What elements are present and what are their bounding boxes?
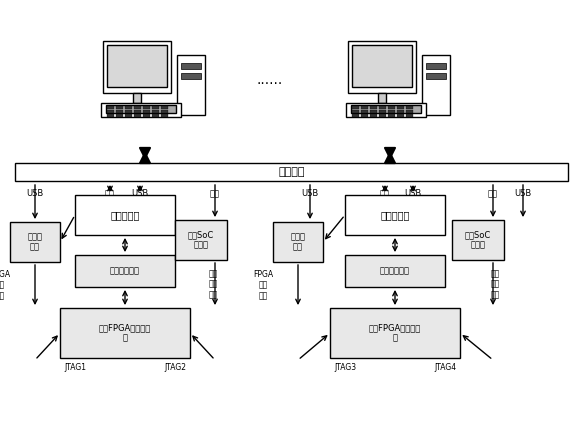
FancyBboxPatch shape [388, 106, 395, 109]
FancyBboxPatch shape [348, 41, 416, 93]
FancyBboxPatch shape [101, 103, 181, 117]
Text: 第二扩展子板: 第二扩展子板 [380, 267, 410, 276]
FancyBboxPatch shape [406, 110, 413, 113]
FancyBboxPatch shape [388, 114, 395, 117]
Text: 第二SoC
调试器: 第二SoC 调试器 [465, 230, 491, 250]
FancyBboxPatch shape [379, 110, 386, 113]
FancyBboxPatch shape [345, 255, 445, 287]
FancyBboxPatch shape [351, 105, 421, 113]
FancyBboxPatch shape [361, 114, 368, 117]
Text: FPGA
原型
下载: FPGA 原型 下载 [0, 270, 10, 300]
FancyBboxPatch shape [406, 114, 413, 117]
FancyBboxPatch shape [107, 114, 114, 117]
FancyBboxPatch shape [116, 106, 123, 109]
FancyBboxPatch shape [107, 45, 167, 87]
FancyBboxPatch shape [352, 45, 412, 87]
FancyBboxPatch shape [370, 110, 377, 113]
FancyBboxPatch shape [370, 106, 377, 109]
FancyBboxPatch shape [125, 114, 132, 117]
Text: JTAG2: JTAG2 [164, 363, 186, 373]
FancyBboxPatch shape [379, 106, 386, 109]
FancyBboxPatch shape [345, 195, 445, 235]
FancyBboxPatch shape [181, 73, 201, 79]
Text: JTAG3: JTAG3 [334, 363, 356, 373]
FancyBboxPatch shape [330, 308, 460, 358]
FancyBboxPatch shape [161, 110, 168, 113]
Text: USB: USB [26, 189, 44, 198]
FancyBboxPatch shape [134, 106, 141, 109]
FancyBboxPatch shape [177, 55, 205, 115]
FancyBboxPatch shape [143, 106, 150, 109]
Text: USB: USB [405, 189, 422, 198]
Text: 第一调
试器: 第一调 试器 [27, 232, 43, 252]
Text: 第一SoC
调试器: 第一SoC 调试器 [188, 230, 214, 250]
Text: 第二FPGA原型验证
板: 第二FPGA原型验证 板 [369, 323, 421, 343]
FancyBboxPatch shape [426, 73, 446, 79]
FancyBboxPatch shape [125, 106, 132, 109]
Text: 网口: 网口 [488, 189, 498, 198]
FancyBboxPatch shape [388, 110, 395, 113]
FancyBboxPatch shape [175, 220, 227, 260]
FancyBboxPatch shape [161, 114, 168, 117]
FancyBboxPatch shape [397, 110, 404, 113]
FancyBboxPatch shape [352, 110, 359, 113]
Text: FPGA
原型
下载: FPGA 原型 下载 [253, 270, 273, 300]
Text: 程序
下载
调试: 程序 下载 调试 [208, 269, 217, 299]
FancyBboxPatch shape [152, 106, 159, 109]
Text: 第一扩展子板: 第一扩展子板 [110, 267, 140, 276]
FancyBboxPatch shape [107, 110, 114, 113]
FancyBboxPatch shape [116, 110, 123, 113]
FancyBboxPatch shape [60, 308, 190, 358]
FancyBboxPatch shape [125, 110, 132, 113]
FancyBboxPatch shape [107, 106, 114, 109]
FancyBboxPatch shape [426, 63, 446, 69]
FancyBboxPatch shape [10, 222, 60, 262]
FancyBboxPatch shape [133, 93, 141, 103]
FancyBboxPatch shape [352, 114, 359, 117]
FancyBboxPatch shape [181, 63, 201, 69]
Text: 网口: 网口 [210, 189, 220, 198]
FancyBboxPatch shape [152, 110, 159, 113]
FancyBboxPatch shape [134, 114, 141, 117]
Text: 程序
下载
调试: 程序 下载 调试 [490, 269, 500, 299]
FancyBboxPatch shape [422, 55, 450, 115]
Text: 串口: 串口 [105, 189, 115, 198]
FancyBboxPatch shape [352, 106, 359, 109]
FancyBboxPatch shape [143, 110, 150, 113]
FancyBboxPatch shape [361, 106, 368, 109]
Text: USB: USB [301, 189, 319, 198]
FancyBboxPatch shape [406, 106, 413, 109]
FancyBboxPatch shape [379, 114, 386, 117]
Text: JTAG1: JTAG1 [64, 363, 86, 373]
Text: ......: ...... [257, 73, 283, 87]
FancyBboxPatch shape [75, 195, 175, 235]
FancyBboxPatch shape [370, 114, 377, 117]
FancyBboxPatch shape [397, 106, 404, 109]
FancyBboxPatch shape [361, 110, 368, 113]
Text: 专用接口板: 专用接口板 [380, 210, 410, 220]
FancyBboxPatch shape [273, 222, 323, 262]
FancyBboxPatch shape [116, 114, 123, 117]
Text: 串口: 串口 [380, 189, 390, 198]
Text: JTAG4: JTAG4 [434, 363, 456, 373]
FancyBboxPatch shape [75, 255, 175, 287]
FancyBboxPatch shape [346, 103, 426, 117]
FancyBboxPatch shape [161, 106, 168, 109]
FancyBboxPatch shape [452, 220, 504, 260]
FancyBboxPatch shape [397, 114, 404, 117]
Text: 物理接口: 物理接口 [278, 167, 305, 177]
FancyBboxPatch shape [106, 105, 176, 113]
FancyBboxPatch shape [152, 114, 159, 117]
FancyBboxPatch shape [103, 41, 171, 93]
FancyBboxPatch shape [143, 114, 150, 117]
Text: USB: USB [131, 189, 149, 198]
Text: USB: USB [514, 189, 532, 198]
Text: 通用接口板: 通用接口板 [110, 210, 140, 220]
FancyBboxPatch shape [15, 163, 568, 181]
FancyBboxPatch shape [134, 110, 141, 113]
FancyBboxPatch shape [378, 93, 386, 103]
Text: 第二调
试器: 第二调 试器 [290, 232, 305, 252]
Text: 第一FPGA原型验证
板: 第一FPGA原型验证 板 [99, 323, 151, 343]
